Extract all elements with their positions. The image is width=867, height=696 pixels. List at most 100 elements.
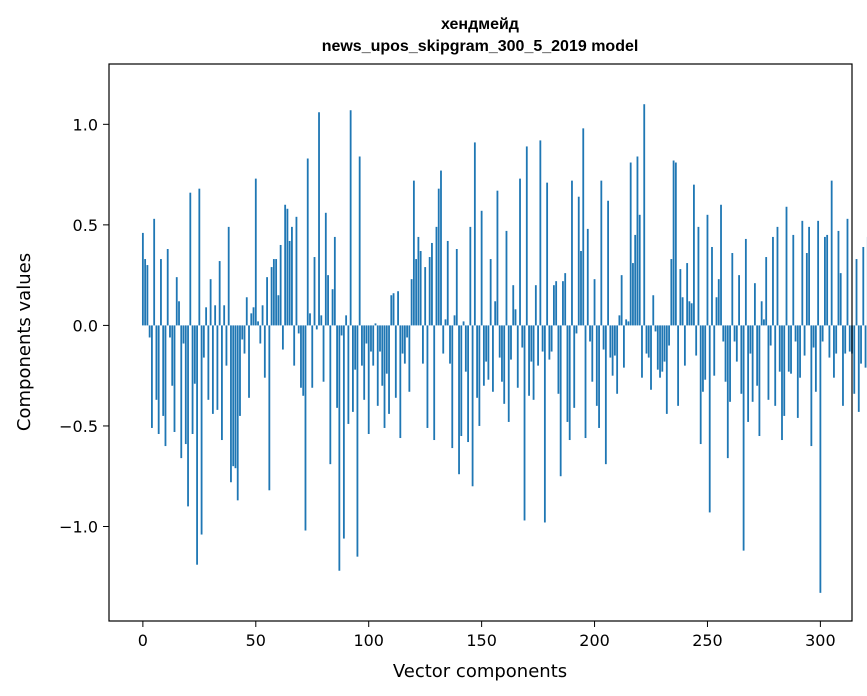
x-axis-label: Vector components [393,661,567,682]
bar [799,325,801,378]
bar [693,184,695,326]
bar [227,226,230,326]
bar [268,325,271,491]
bar [415,259,418,326]
bar [611,325,614,376]
x-tick-label: 0 [138,631,148,650]
bar [180,325,183,459]
x-axis: 0 50 100 150 200 250 300 [138,621,836,650]
bar [722,325,725,342]
bar [182,325,185,344]
bar [566,325,569,422]
bar [817,220,820,326]
bar [385,325,388,374]
bar [638,214,641,326]
bar [824,236,826,326]
x-tick-label: 300 [805,631,836,650]
bar [383,325,386,428]
bar [661,325,664,372]
x-tick-label: 200 [579,631,610,650]
bar [288,240,291,326]
bar [688,301,691,326]
bar [345,315,348,326]
bar [254,178,257,326]
bar [503,325,506,404]
bar [469,226,472,326]
bar [367,325,370,434]
bar [157,325,160,434]
bar [426,325,429,428]
bar [769,325,772,346]
bar [792,234,795,326]
bar [756,325,759,386]
x-tick-label: 150 [466,631,497,650]
bar [525,146,528,326]
bar [584,325,587,439]
bar [568,325,571,441]
bar [311,325,314,388]
bar [620,275,623,326]
bar [550,325,553,352]
chart-title-line-2: news_upos_skipgram_300_5_2019 model [322,38,639,55]
bar [460,325,463,437]
bar [236,325,239,501]
bar [803,325,806,356]
bar [783,325,786,416]
bar [485,325,488,362]
bar [275,259,278,326]
bar [670,259,673,326]
bar [356,325,359,557]
bar [444,319,447,326]
x-tick-label: 250 [692,631,723,650]
bar [652,295,655,326]
bar [322,325,325,382]
bar [609,325,612,358]
bar [729,325,731,402]
bar [451,325,454,449]
bar [808,226,810,326]
bar [221,325,223,441]
bar [654,325,657,332]
bar [656,325,659,370]
bar [552,285,555,326]
bar [598,325,600,428]
bar [794,325,797,342]
bar [449,325,451,364]
bar [327,275,329,326]
bar [837,230,840,326]
bar [699,325,702,445]
bar [250,313,253,326]
bar [562,281,564,326]
bar [857,325,860,412]
bar [512,285,515,326]
bar [833,325,835,378]
bar [187,325,189,507]
bar [659,325,661,378]
bar [471,325,474,487]
bar [702,325,704,392]
bar [632,263,634,326]
bar [537,325,539,366]
bar [604,325,607,465]
bar [198,188,201,326]
bar [683,325,686,366]
bar [225,325,228,366]
bar [175,277,178,326]
bar [636,156,639,326]
bar [261,305,264,326]
bar [437,188,440,326]
chart-title-line-1: хендмейд [441,16,519,33]
bar [582,128,585,326]
bar [607,200,609,326]
bars-group [141,104,867,593]
bar [580,251,582,326]
bar [354,325,357,370]
bar [541,325,544,352]
bar [805,253,808,326]
bar [627,321,630,326]
bar [352,325,354,412]
bar [399,325,402,439]
bar [494,301,497,326]
bar [417,236,420,326]
